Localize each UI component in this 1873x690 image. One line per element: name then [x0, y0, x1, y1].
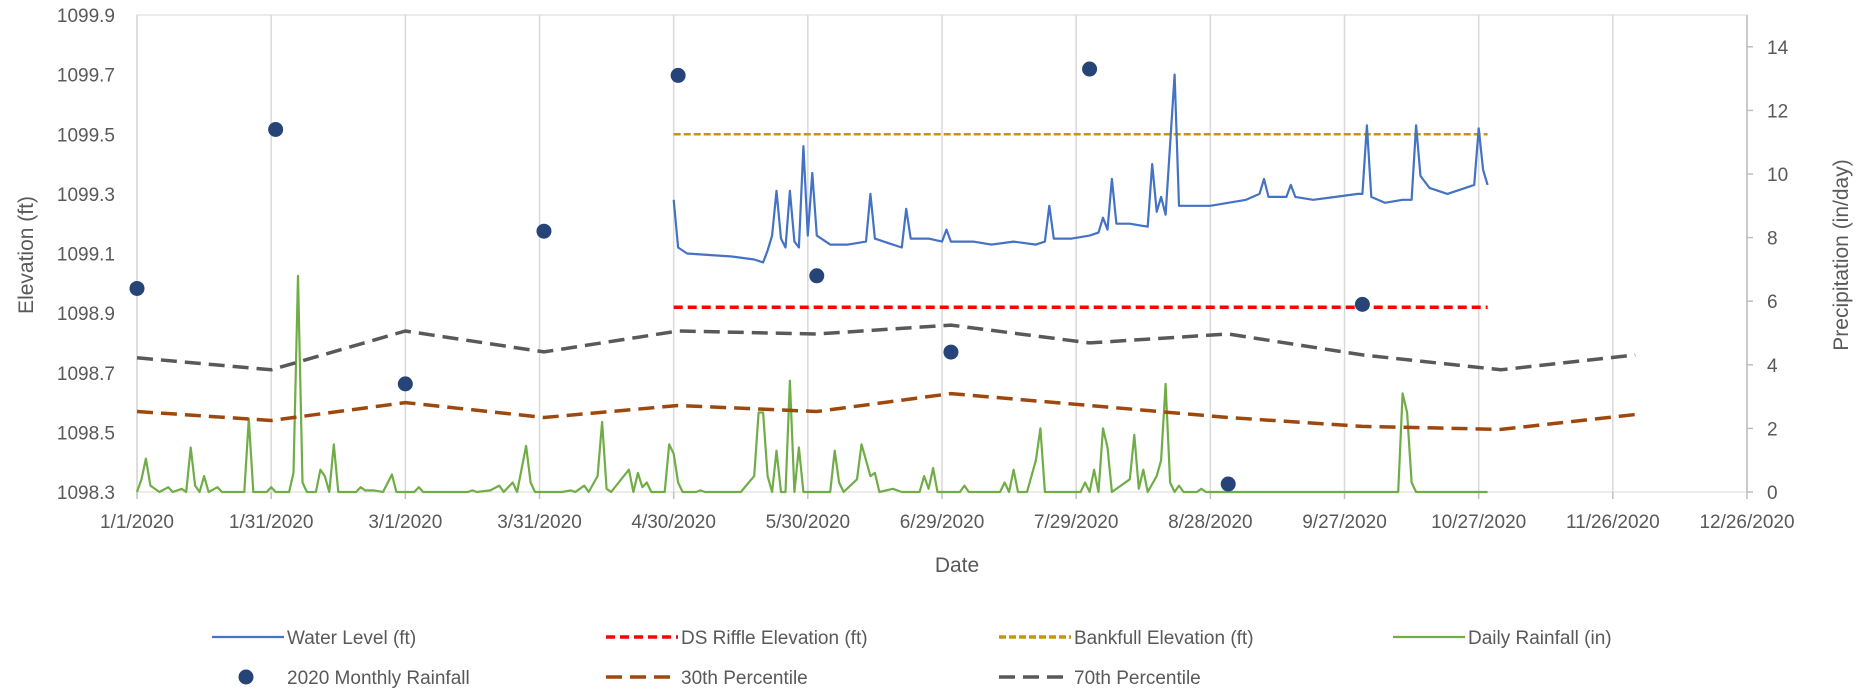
x-tick-label: 8/28/2020 [1168, 512, 1253, 533]
daily-rainfall-in-line [135, 274, 1488, 494]
y-tick-label: 1099.5 [57, 125, 115, 146]
water-level-ft-line [672, 73, 1489, 264]
2020-monthly-rainfall-point [129, 280, 145, 296]
grid-layer [136, 14, 1753, 499]
y-tick-label: 1098.7 [57, 364, 115, 385]
x-tick-label: 11/26/2020 [1566, 512, 1660, 533]
y2-axis-title: Precipitation (in/day) [1830, 159, 1853, 350]
2020-monthly-rainfall-point [670, 67, 686, 83]
x-axis-title: Date [935, 554, 979, 577]
y-tick-label: 1098.9 [57, 304, 115, 325]
y-axis-title: Elevation (ft) [15, 196, 38, 314]
y2-tick-label: 0 [1767, 483, 1778, 504]
2020-monthly-rainfall-point [809, 268, 825, 284]
legend-label-daily-rainfall-in: Daily Rainfall (in) [1468, 628, 1612, 649]
x-tick-label: 10/27/2020 [1431, 512, 1526, 533]
70th-percentile-line [136, 323, 1636, 372]
2020-monthly-rainfall-point [1354, 296, 1370, 312]
y-tick-label: 1099.7 [57, 66, 115, 87]
x-tick-label: 1/1/2020 [100, 512, 174, 533]
2020-monthly-rainfall-point [536, 223, 552, 239]
series-layer [129, 61, 1636, 494]
x-tick-label: 9/27/2020 [1302, 512, 1387, 533]
y2-tick-label: 10 [1767, 165, 1788, 186]
2020-monthly-rainfall-point [943, 344, 959, 360]
2020-monthly-rainfall-point [1082, 61, 1098, 77]
y2-tick-label: 6 [1767, 292, 1778, 313]
legend-label-2020-monthly-rainfall: 2020 Monthly Rainfall [287, 668, 470, 689]
x-tick-label: 7/29/2020 [1034, 512, 1119, 533]
x-tick-label: 6/29/2020 [900, 512, 985, 533]
x-tick-label: 5/30/2020 [766, 512, 851, 533]
legend-label-30th-percentile: 30th Percentile [681, 668, 808, 689]
legend-label-ds-riffle-elevation-ft: DS Riffle Elevation (ft) [681, 628, 868, 649]
x-tick-label: 3/31/2020 [497, 512, 582, 533]
y-tick-label: 1098.5 [57, 423, 115, 444]
y-tick-label: 1099.1 [57, 245, 115, 266]
legend-label-bankfull-elevation-ft: Bankfull Elevation (ft) [1074, 628, 1254, 649]
axis-layer: Date Elevation (ft) Precipitation (in/da… [15, 6, 1853, 577]
x-tick-label: 4/30/2020 [631, 512, 716, 533]
2020-monthly-rainfall-point [268, 121, 284, 137]
legend-layer: Water Level (ft) DS Riffle Elevation (ft)… [212, 628, 1612, 689]
y-tick-label: 1099.9 [57, 6, 115, 27]
y2-tick-label: 8 [1767, 229, 1778, 250]
x-tick-label: 12/26/2020 [1699, 512, 1794, 533]
y-tick-label: 1099.3 [57, 185, 115, 206]
legend-label-70th-percentile: 70th Percentile [1074, 668, 1201, 689]
y-tick-label: 1098.3 [57, 483, 115, 504]
y2-tick-label: 2 [1767, 419, 1778, 440]
2020-monthly-rainfall-point [397, 376, 413, 392]
x-tick-label: 1/31/2020 [229, 512, 314, 533]
30th-percentile-line [136, 391, 1636, 432]
legend-label-water-level-ft: Water Level (ft) [287, 628, 416, 649]
legend-swatch-2020-monthly-rainfall [238, 669, 254, 685]
y2-tick-label: 14 [1767, 38, 1789, 59]
2020-monthly-rainfall-point [1220, 476, 1236, 492]
y2-tick-label: 12 [1767, 101, 1788, 122]
x-tick-label: 3/1/2020 [368, 512, 442, 533]
y2-tick-label: 4 [1767, 356, 1778, 377]
